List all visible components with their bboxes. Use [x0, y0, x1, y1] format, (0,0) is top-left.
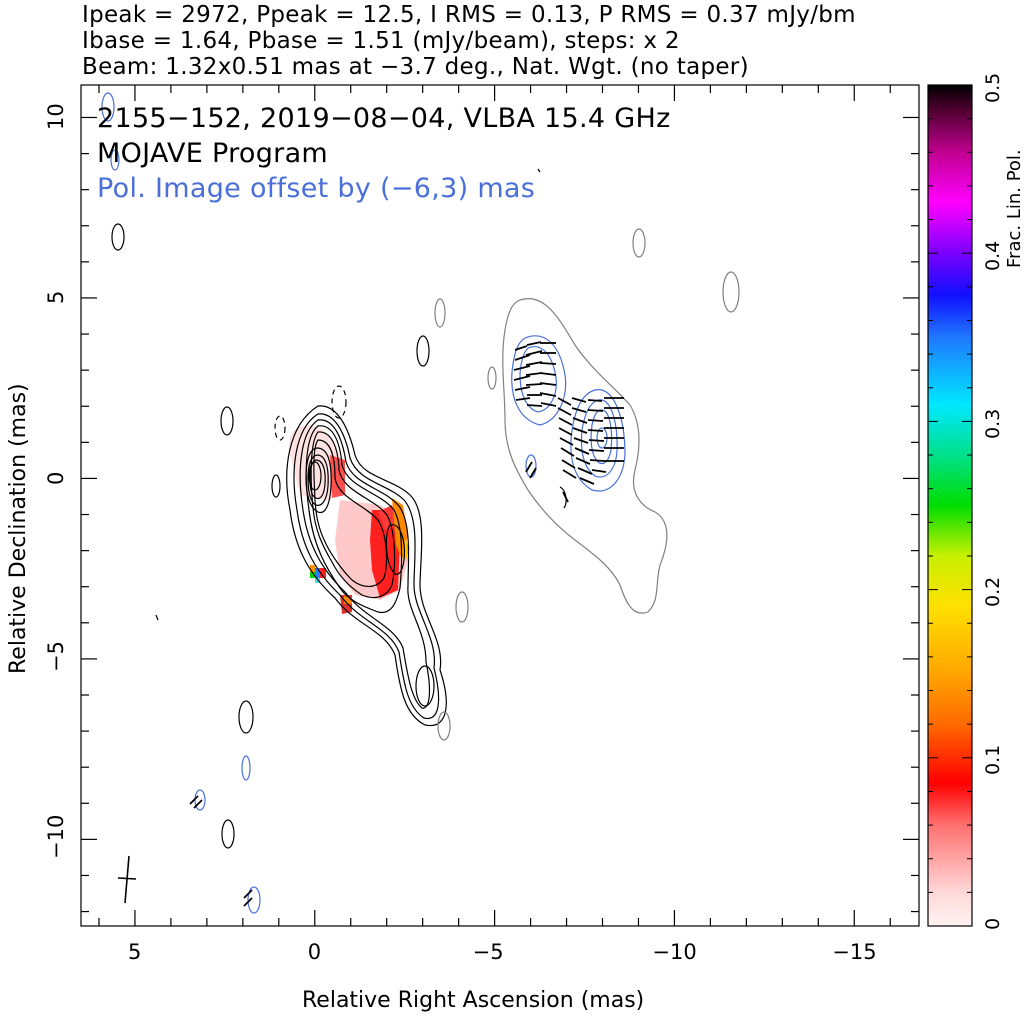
header-line-2: Ibase = 1.64, Pbase = 1.51 (mJy/beam), s… [82, 28, 680, 54]
y-tick-label: 5 [44, 291, 68, 305]
colorbar-tick-label: 0.5 [982, 72, 1004, 103]
y-axis-label: Relative Declination (mas) [6, 383, 31, 674]
x-tick-label: 5 [127, 940, 142, 964]
header-line-3: Beam: 1.32x0.51 mas at −3.7 deg., Nat. W… [82, 54, 749, 80]
colorbar-tick-label: 0.1 [982, 744, 1004, 776]
colorbar-ticks [928, 84, 972, 927]
pol-offset-outline [434, 228, 740, 741]
negative-contours [274, 385, 347, 441]
colorbar-tick-label: 0.2 [982, 576, 1004, 607]
axis-ticks [81, 85, 919, 926]
colorbar-tick-label: 0.4 [982, 240, 1004, 271]
colorbar-tick-label: 0 [982, 917, 1004, 930]
colorbar-tick-label: 0.3 [982, 408, 1004, 439]
x-tick-label: −10 [652, 940, 697, 964]
evpa-vectors [189, 341, 624, 907]
header-line-1: Ipeak = 2972, Ppeak = 12.5, I RMS = 0.13… [82, 2, 856, 28]
x-tick-label: −5 [472, 940, 504, 964]
y-tick-label: −10 [44, 814, 68, 859]
pol-offset-annotation: Pol. Image offset by (−6,3) mas [97, 173, 536, 204]
beam-cross [117, 855, 137, 904]
x-tick-label: 0 [307, 940, 322, 964]
y-tick-label: −5 [44, 640, 68, 672]
source-annotation: 2155−152, 2019−08−04, VLBA 15.4 GHz [97, 103, 671, 134]
x-axis-label: Relative Right Ascension (mas) [302, 988, 645, 1013]
y-tick-label: 10 [44, 103, 68, 131]
plot-frame [80, 84, 920, 927]
colorbar [927, 84, 973, 927]
program-annotation: MOJAVE Program [97, 138, 329, 169]
colorbar-label: Frac. Lin. Pol. [1004, 149, 1025, 268]
total-intensity-contours [111, 168, 567, 849]
x-tick-label: −15 [832, 940, 877, 964]
y-tick-label: 0 [44, 471, 68, 485]
